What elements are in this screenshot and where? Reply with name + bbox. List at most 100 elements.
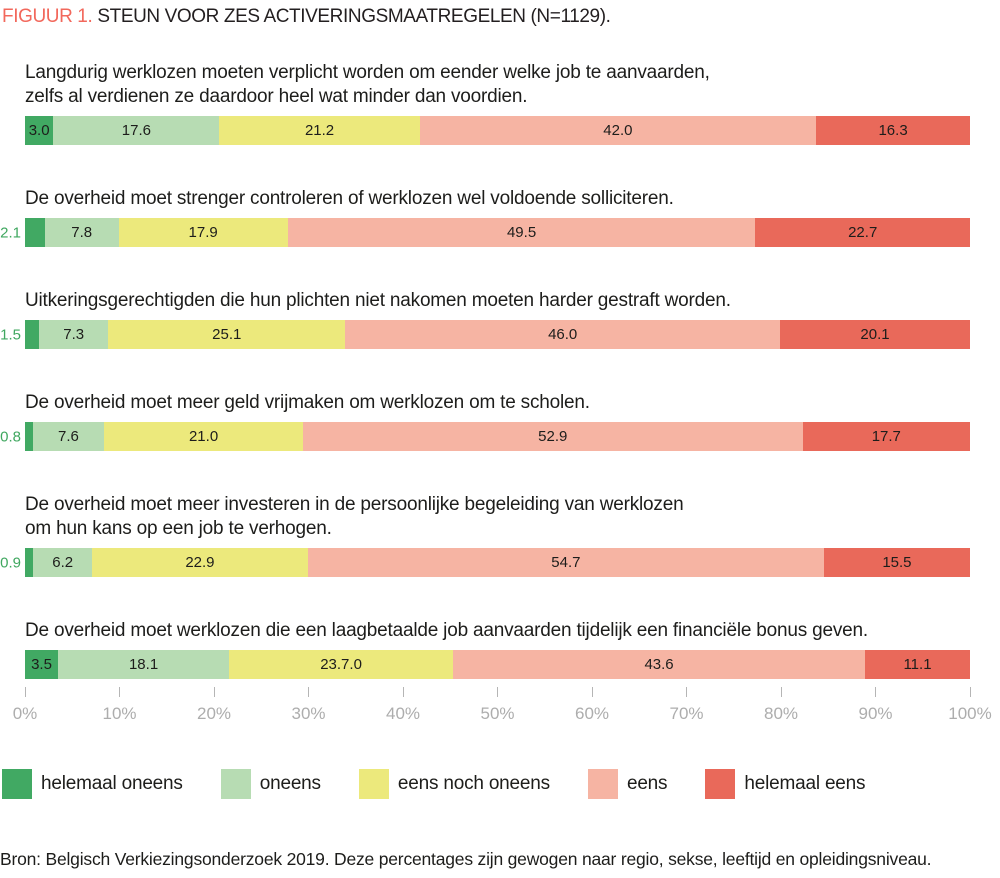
axis-tick-mark xyxy=(591,687,593,697)
outside-value-label: 1.5 xyxy=(0,326,21,343)
bar-segment xyxy=(25,422,33,451)
bar-segment xyxy=(25,548,34,577)
question-text: De overheid moet meer geld vrijmaken om … xyxy=(25,391,970,415)
axis-tick-label: 60% xyxy=(574,704,610,723)
legend-item: oneens xyxy=(220,769,321,799)
segment-value-label: 25.1 xyxy=(212,326,242,343)
axis-tick-label: 80% xyxy=(763,704,799,723)
figure-title: STEUN VOOR ZES ACTIVERINGSMAATREGELEN (N… xyxy=(97,6,611,27)
question-text: De overheid moet werklozen die een laagb… xyxy=(25,619,970,643)
segment-value-label: 54.7 xyxy=(551,554,581,571)
bar-segment: 16.3 xyxy=(816,116,971,145)
segment-value-label: 17.7 xyxy=(871,428,901,445)
question-text: De overheid moet strenger controleren of… xyxy=(25,187,970,211)
axis-tick-label: 10% xyxy=(102,704,137,723)
legend-swatch xyxy=(587,769,618,799)
question-text: De overheid moet meer investeren in de p… xyxy=(25,493,970,541)
bar-segment: 46.0 xyxy=(345,320,781,349)
bar-segment: 23.7.0 xyxy=(229,650,454,679)
axis-tick-label: 50% xyxy=(480,704,515,723)
stacked-bar: 0.9 6.2 22.9 54.7 15.5 xyxy=(0,548,971,577)
axis-tick-label: 30% xyxy=(291,704,326,723)
bar-segment: 25.1 xyxy=(108,320,346,349)
axis-tick-mark xyxy=(686,687,687,697)
outside-value-label: 0.9 xyxy=(0,554,21,571)
bar-segment: 11.1 xyxy=(865,650,970,679)
segment-value-label: 52.9 xyxy=(538,428,568,445)
bar-segment: 52.9 xyxy=(302,422,803,451)
bar-segment: 17.9 xyxy=(118,218,288,247)
bar-segment: 21.2 xyxy=(219,116,420,145)
axis-tick-mark xyxy=(308,687,309,697)
bar-segment: 43.6 xyxy=(453,650,866,679)
stacked-bar: 3.5 18.1 23.7.0 43.6 11.1 xyxy=(25,650,970,679)
bar-segment: 7.6 xyxy=(32,422,105,451)
legend-label: eens xyxy=(626,773,668,794)
stacked-bar: 3.0 17.6 21.2 42.0 16.3 xyxy=(25,116,971,145)
axis-tick-mark xyxy=(24,687,26,697)
x-axis: 0% 10% 20% 30% 40% 50% 60% 70% 80% 90% 100% xyxy=(13,687,992,727)
bar-segment: 20.1 xyxy=(780,320,970,349)
bar-segment xyxy=(25,218,45,247)
axis-tick-mark xyxy=(875,687,876,697)
bar-segment: 3.0 xyxy=(25,116,54,145)
axis-tick-label: 90% xyxy=(858,704,893,723)
axis-tick-label: 0% xyxy=(12,704,38,723)
segment-value-label: 20.1 xyxy=(860,326,890,343)
bar-segment: 22.9 xyxy=(91,548,308,577)
stacked-bar-chart: Langdurig werklozen moeten verplicht wor… xyxy=(0,61,971,679)
legend-swatch xyxy=(220,769,251,799)
legend-item: helemaal eens xyxy=(705,769,866,799)
segment-value-label: 21.2 xyxy=(304,122,335,139)
bar-segment: 21.0 xyxy=(104,422,303,451)
source-note: Bron: Belgisch Verkiezingsonderzoek 2019… xyxy=(0,849,932,869)
segment-value-label: 43.6 xyxy=(644,656,674,673)
question-line: De overheid moet werklozen die een laagb… xyxy=(25,620,868,641)
question-text: Langdurig werklozen moeten verplicht wor… xyxy=(25,61,970,109)
legend-swatch xyxy=(2,769,32,799)
bar-segment: 15.5 xyxy=(823,548,971,577)
legend-label: eens noch oneens xyxy=(397,773,550,794)
question-line: De overheid moet strenger controleren of… xyxy=(25,188,674,209)
legend-label: helemaal oneens xyxy=(41,773,183,794)
outside-value-label: 2.1 xyxy=(0,224,21,241)
segment-value-label: 49.5 xyxy=(506,224,537,241)
legend-item: helemaal oneens xyxy=(2,769,183,799)
question-line: om hun kans op een job te verhogen. xyxy=(25,518,332,539)
question-text: Uitkeringsgerechtigden die hun plichten … xyxy=(25,289,970,313)
segment-value-label: 42.0 xyxy=(603,122,633,139)
axis-tick-label: 70% xyxy=(669,704,704,723)
segment-value-label: 17.6 xyxy=(121,122,151,139)
segment-value-label: 7.6 xyxy=(58,428,79,445)
chart-row: Uitkeringsgerechtigden die hun plichten … xyxy=(0,289,970,349)
axis-tick-mark xyxy=(497,687,498,697)
question-line: Uitkeringsgerechtigden die hun plichten … xyxy=(25,290,731,311)
axis-tick-label: 100% xyxy=(948,704,992,723)
figure-page: FIGUUR 1. STEUN VOOR ZES ACTIVERINGSMAATR… xyxy=(0,6,1000,878)
bar-segment: 54.7 xyxy=(307,548,824,577)
bar-segment: 7.8 xyxy=(44,218,119,247)
question-line: De overheid moet meer geld vrijmaken om … xyxy=(25,392,590,413)
question-line: zelfs al verdienen ze daardoor heel wat … xyxy=(25,86,528,107)
segment-value-label: 3.5 xyxy=(31,656,52,673)
chart-row: De overheid moet meer investeren in de p… xyxy=(0,493,971,577)
axis-tick-mark xyxy=(119,687,120,697)
chart-row: Langdurig werklozen moeten verplicht wor… xyxy=(25,61,971,145)
segment-value-label: 21.0 xyxy=(188,428,219,445)
legend-swatch xyxy=(358,769,389,799)
bar-segment: 42.0 xyxy=(419,116,817,145)
segment-value-label: 17.9 xyxy=(188,224,218,241)
outside-value-label: 0.8 xyxy=(0,428,21,445)
segment-value-label: 7.3 xyxy=(63,326,85,343)
bar-segment: 22.7 xyxy=(755,218,970,247)
axis-tick-label: 40% xyxy=(385,704,421,723)
axis-tick-mark xyxy=(969,687,971,697)
chart-row: De overheid moet meer geld vrijmaken om … xyxy=(0,391,970,451)
bar-segment: 7.3 xyxy=(39,320,109,349)
segment-value-label: 16.3 xyxy=(878,122,908,139)
legend-item: eens noch oneens xyxy=(358,769,550,799)
axis-tick-mark xyxy=(402,687,404,697)
segment-value-label: 3.0 xyxy=(28,122,50,139)
stacked-bar: 1.5 7.3 25.1 46.0 20.1 xyxy=(0,320,970,349)
axis-tick-mark xyxy=(213,687,215,697)
